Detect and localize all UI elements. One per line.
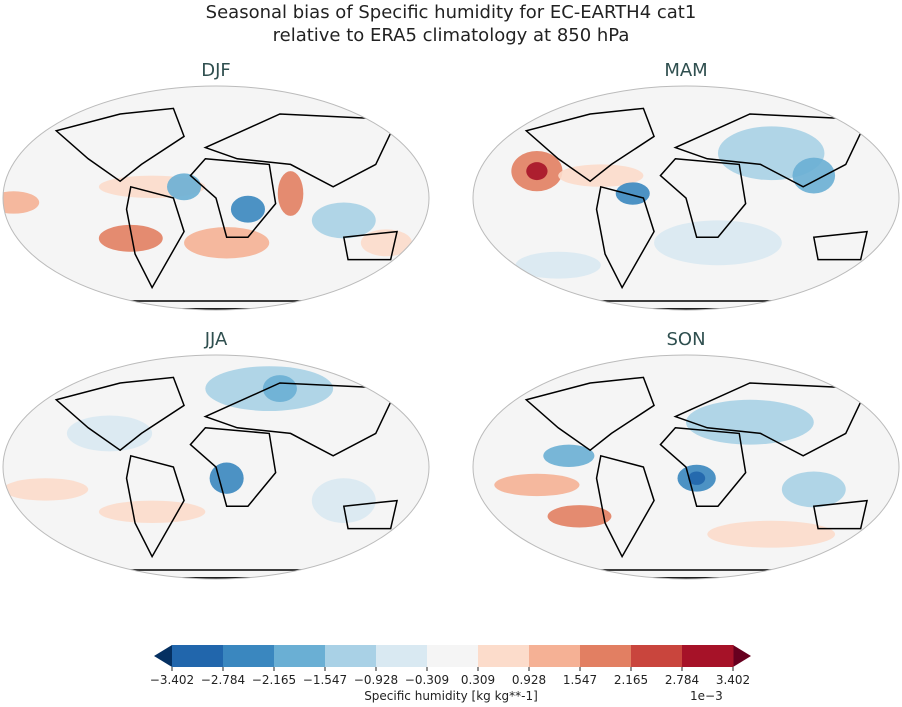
bias-region: [3, 478, 89, 501]
bias-region: [686, 399, 814, 445]
colorbar-segment: [580, 645, 632, 667]
colorbar-tick-label: −3.402: [150, 673, 194, 687]
coastline: [189, 427, 277, 507]
colorbar-tick-label: −2.165: [252, 673, 296, 687]
coastline: [673, 113, 869, 188]
colorbar-scale-label: 1e−3: [690, 689, 723, 703]
coastline: [673, 382, 869, 457]
coastline: [342, 230, 399, 261]
map-border: [472, 354, 900, 580]
panel-title-jja: JJA: [204, 329, 228, 350]
colorbar-segment: [529, 645, 581, 667]
map-border: [2, 85, 430, 311]
bias-region: [792, 157, 836, 194]
colorbar-tick-label: 3.402: [716, 673, 750, 687]
bias-region: [494, 473, 580, 497]
bias-region: [98, 224, 163, 252]
bias-region: [654, 220, 782, 266]
colorbar-extend-min: [154, 645, 172, 667]
bias-region: [360, 229, 412, 257]
map-panel-mam: [472, 85, 900, 311]
panel-title-djf: DJF: [201, 60, 231, 81]
bias-region: [209, 462, 244, 494]
bias-region: [311, 202, 376, 239]
coastline: [659, 158, 747, 238]
map-panel-jja: [2, 354, 430, 580]
bias-region: [184, 227, 270, 259]
map-panel-son: [472, 354, 900, 580]
bias-region: [707, 520, 836, 548]
colorbar-extend-max: [733, 645, 751, 667]
bias-region: [558, 164, 644, 187]
coastline: [524, 107, 655, 183]
figure-title-line1: Seasonal bias of Specific humidity for E…: [205, 2, 697, 23]
bias-region: [230, 195, 265, 223]
coastline: [659, 427, 747, 507]
coastline: [342, 499, 399, 530]
colorbar-tick-label: 0.309: [461, 673, 495, 687]
colorbar-label: Specific humidity [kg kg**-1]: [364, 689, 538, 703]
bias-region: [688, 471, 706, 485]
bias-region: [3, 191, 40, 214]
bias-region: [615, 182, 650, 205]
colorbar-tick-label: 2.784: [665, 673, 699, 687]
colorbar-tick-label: −0.928: [354, 673, 398, 687]
colorbar-segment: [427, 645, 479, 667]
colorbar-segment: [478, 645, 530, 667]
bias-region: [167, 173, 202, 201]
colorbar-tick-label: 0.928: [512, 673, 546, 687]
bias-region: [515, 251, 601, 279]
bias-region: [277, 171, 304, 216]
bias-region: [543, 444, 595, 467]
coastline: [189, 158, 277, 238]
coastline: [125, 454, 185, 559]
coastline: [203, 382, 399, 457]
colorbar-segment: [631, 645, 683, 667]
coastline: [125, 185, 185, 290]
colorbar-segment: [223, 645, 275, 667]
bias-region: [547, 505, 612, 528]
coastline: [812, 499, 869, 530]
colorbar: −3.402 −2.784 −2.165 −1.547 −0.928 −0.309 0.30…: [150, 645, 751, 687]
colorbar-tick-label: −0.309: [405, 673, 449, 687]
bias-region: [781, 471, 846, 508]
map-panel-djf: [2, 85, 430, 311]
bias-region: [311, 478, 376, 523]
coastline: [54, 376, 185, 452]
colorbar-segment: [325, 645, 377, 667]
coastline: [203, 113, 399, 188]
coastline: [595, 185, 655, 290]
map-border: [472, 85, 900, 311]
figure-title-line2: relative to ERA5 climatology at 850 hPa: [272, 25, 630, 46]
colorbar-segment: [682, 645, 734, 667]
colorbar-tick-label: −2.784: [201, 673, 245, 687]
coastline: [54, 107, 185, 183]
colorbar-tick-label: 1.547: [563, 673, 597, 687]
colorbar-segment: [172, 645, 224, 667]
map-border: [2, 354, 430, 580]
panel-title-son: SON: [666, 329, 706, 350]
colorbar-segment: [376, 645, 428, 667]
panel-title-mam: MAM: [664, 60, 708, 81]
bias-region: [526, 162, 548, 181]
colorbar-tick-label: 2.165: [614, 673, 648, 687]
colorbar-segment: [274, 645, 326, 667]
bias-region: [98, 500, 206, 523]
coastline: [524, 376, 655, 452]
coastline: [595, 454, 655, 559]
bias-region: [262, 375, 297, 403]
coastline: [812, 230, 869, 261]
colorbar-tick-label: −1.547: [303, 673, 347, 687]
